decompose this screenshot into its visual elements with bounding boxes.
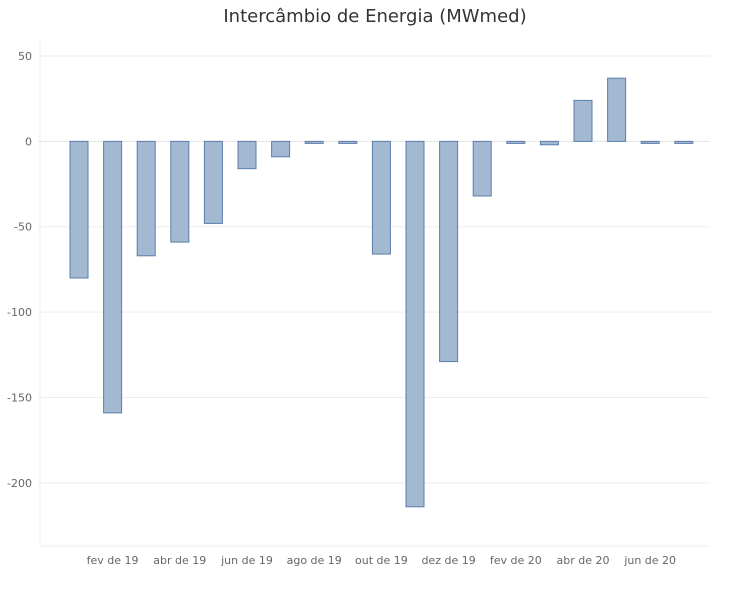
- x-axis: fev de 19 abr de 19 jun de 19 ago de 19 out …: [87, 554, 676, 567]
- bar-fev-19[interactable]: [103, 140, 123, 414]
- bar-jan-19[interactable]: [69, 140, 89, 279]
- bar-abr-20[interactable]: [573, 99, 593, 142]
- bar-set-19[interactable]: [338, 140, 358, 144]
- bar-jun-20[interactable]: [640, 140, 660, 144]
- y-tick-label: -50: [14, 221, 32, 234]
- bars: [69, 77, 694, 508]
- bar-jul-20[interactable]: [674, 140, 694, 144]
- y-tick-label: -200: [7, 477, 32, 490]
- bar-nov-19[interactable]: [405, 140, 425, 508]
- bar-ago-19[interactable]: [304, 140, 324, 144]
- y-tick-label: -100: [7, 306, 32, 319]
- bar-mai-19[interactable]: [203, 140, 223, 224]
- y-tick-label: -150: [7, 391, 32, 404]
- bar-jul-19[interactable]: [271, 140, 291, 158]
- x-tick-label: out de 19: [355, 554, 408, 567]
- bar-fev-20[interactable]: [506, 140, 526, 144]
- bar-jan-20[interactable]: [472, 140, 492, 197]
- y-tick-label: 0: [25, 135, 32, 148]
- y-axis: 50 0 -50 -100 -150 -200: [7, 50, 32, 490]
- x-tick-label: fev de 20: [490, 554, 542, 567]
- x-tick-label: fev de 19: [87, 554, 139, 567]
- bar-dez-19[interactable]: [439, 140, 459, 363]
- bar-out-19[interactable]: [371, 140, 391, 255]
- bar-jun-19[interactable]: [237, 140, 257, 170]
- x-tick-label: jun de 20: [623, 554, 676, 567]
- x-tick-label: abr de 19: [153, 554, 206, 567]
- x-tick-label: abr de 20: [557, 554, 610, 567]
- y-tick-label: 50: [18, 50, 32, 63]
- bar-abr-19[interactable]: [170, 140, 190, 243]
- x-tick-label: jun de 19: [220, 554, 273, 567]
- bar-mar-19[interactable]: [136, 140, 156, 257]
- x-tick-label: dez de 19: [421, 554, 475, 567]
- bar-mar-20[interactable]: [539, 140, 559, 146]
- bar-mai-20[interactable]: [607, 77, 627, 142]
- x-tick-label: ago de 19: [287, 554, 342, 567]
- chart-title: Intercâmbio de Energia (MWmed): [223, 6, 527, 27]
